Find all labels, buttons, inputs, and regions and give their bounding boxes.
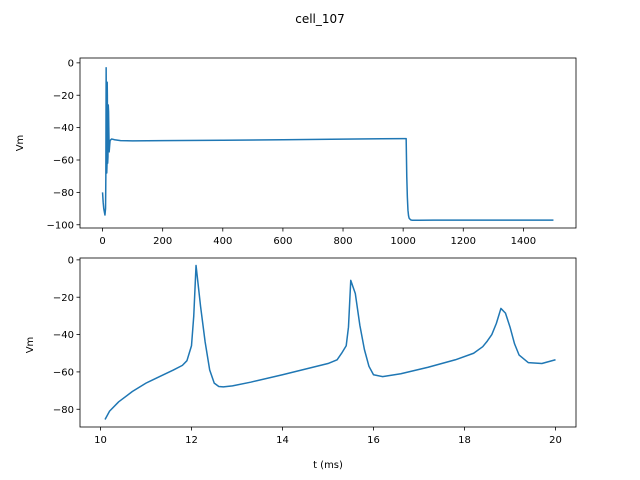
- top-xtick-label: 1000: [390, 236, 415, 247]
- top-xtick-label: 1200: [451, 236, 476, 247]
- figure-title: cell_107: [295, 12, 345, 26]
- bottom-axes-frame: [79, 257, 577, 428]
- bottom-ytick-label: −80: [53, 405, 74, 416]
- top-xtick-label: 400: [213, 236, 232, 247]
- top-xtick-label: 1400: [511, 236, 536, 247]
- bottom-ytick-label: −60: [53, 368, 74, 379]
- bottom-ytick-label: 0: [68, 255, 74, 266]
- bottom-xtick-label: 14: [276, 435, 289, 446]
- bottom-ytick-label: −40: [53, 330, 74, 341]
- bottom-xtick-label: 12: [185, 435, 198, 446]
- top-series-line-0: [101, 66, 554, 221]
- top-ytick-label: −40: [53, 123, 74, 134]
- bottom-ylabel: Vm: [25, 337, 36, 354]
- top-ytick-label: −80: [53, 188, 74, 199]
- bottom-xtick-label: 18: [458, 435, 471, 446]
- bottom-xtick-label: 10: [94, 435, 107, 446]
- bottom-ytick-label: −20: [53, 293, 74, 304]
- bottom-series-line-0: [104, 264, 556, 420]
- top-ylabel: Vm: [15, 135, 26, 152]
- top-xtick-label: 800: [333, 236, 352, 247]
- top-xtick-label: 0: [99, 236, 105, 247]
- top-ytick-label: 0: [68, 58, 74, 69]
- top-axes-frame: [79, 57, 577, 229]
- top-xtick-label: 600: [273, 236, 292, 247]
- bottom-xlabel: t (ms): [313, 460, 343, 471]
- top-ytick-label: −60: [53, 156, 74, 167]
- bottom-xtick-label: 20: [549, 435, 562, 446]
- top-ytick-label: −100: [47, 220, 74, 231]
- top-xtick-label: 200: [153, 236, 172, 247]
- bottom-subplot: Vm t (ms) 10 12 14 16 18 20 0 −20 −40 −60 −80: [25, 255, 577, 471]
- bottom-xtick-label: 16: [367, 435, 380, 446]
- top-ytick-label: −20: [53, 91, 74, 102]
- top-subplot: Vm 0 200 400 600 800 1000 1200 1400 0 −20 −40 −60 −8…: [15, 57, 577, 247]
